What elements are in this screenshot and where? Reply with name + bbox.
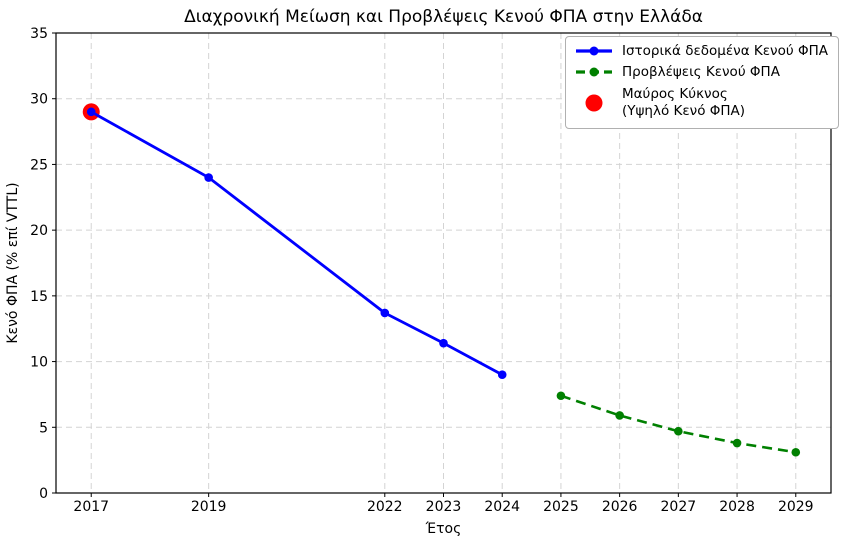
x-tick-label: 2029	[778, 499, 814, 515]
y-tick-label: 25	[30, 157, 48, 173]
y-tick-label: 30	[30, 92, 48, 108]
data-point-series-1	[674, 426, 683, 436]
y-tick-label: 0	[39, 486, 48, 502]
x-tick-label: 2017	[73, 499, 109, 515]
legend-item-black-swan: Μαύρος Κύκνος (Υψηλό Κενό ΦΠΑ)	[575, 83, 828, 123]
x-tick-label: 2025	[543, 499, 579, 515]
forecast-sample-marker	[589, 67, 599, 77]
y-tick-label: 10	[30, 355, 48, 371]
data-point-series-1	[615, 411, 624, 420]
forecast-line-sample-icon	[575, 65, 613, 79]
x-tick-label: 2022	[367, 499, 403, 515]
x-tick-label: 2024	[484, 499, 520, 515]
data-point-series-1	[556, 391, 566, 401]
black-swan-sample-marker	[585, 94, 603, 112]
x-tick-label: 2028	[719, 499, 755, 515]
y-axis-label: Κενό ΦΠΑ (% επί VTTL)	[5, 182, 21, 344]
black-swan-sample-icon	[575, 85, 613, 121]
data-point-series-1	[791, 447, 801, 457]
data-point-series-0	[204, 173, 213, 182]
data-point-series-0	[439, 338, 448, 348]
historical-sample-marker	[589, 46, 599, 56]
chart-title: Διαχρονική Μείωση και Προβλέψεις Κενού Φ…	[184, 7, 703, 27]
x-axis-label: Έτος	[425, 521, 462, 537]
data-point-series-0	[380, 308, 390, 318]
series-line-1	[560, 394, 796, 454]
x-tick-label: 2026	[602, 499, 638, 515]
legend-label-historical: Ιστορικά δεδομένα Κενού ΦΠΑ	[622, 43, 828, 59]
legend-item-forecast: Προβλέψεις Κενού ΦΠΑ	[575, 62, 828, 83]
x-tick-label: 2019	[191, 499, 227, 515]
y-tick-label: 5	[39, 420, 48, 436]
black-swan-sample-svg	[585, 94, 603, 112]
y-tick-label: 15	[30, 289, 48, 305]
forecast-sample-svg	[576, 67, 612, 77]
legend-label-black-swan: Μαύρος Κύκνος (Υψηλό Κενό ΦΠΑ)	[622, 86, 745, 120]
historical-line-sample-icon	[575, 44, 613, 58]
y-tick-label: 35	[30, 26, 48, 42]
x-tick-label: 2027	[661, 499, 697, 515]
y-tick-label: 20	[30, 223, 48, 239]
legend-item-historical: Ιστορικά δεδομένα Κενού ΦΠΑ	[575, 41, 828, 62]
legend-label-black-swan-line1: Μαύρος Κύκνος	[622, 85, 728, 102]
legend-label-black-swan-line2: (Υψηλό Κενό ΦΠΑ)	[622, 102, 746, 119]
x-tick-label: 2023	[426, 499, 462, 515]
historical-sample-svg	[576, 46, 612, 56]
legend: Ιστορικά δεδομένα Κενού ΦΠΑ Προβλέψεις Κ…	[565, 36, 839, 129]
legend-label-forecast: Προβλέψεις Κενού ΦΠΑ	[622, 63, 780, 80]
data-point-series-1	[732, 438, 742, 448]
data-point-series-0	[497, 370, 507, 380]
data-point-series-0	[86, 107, 96, 117]
series-line-0	[90, 110, 503, 376]
